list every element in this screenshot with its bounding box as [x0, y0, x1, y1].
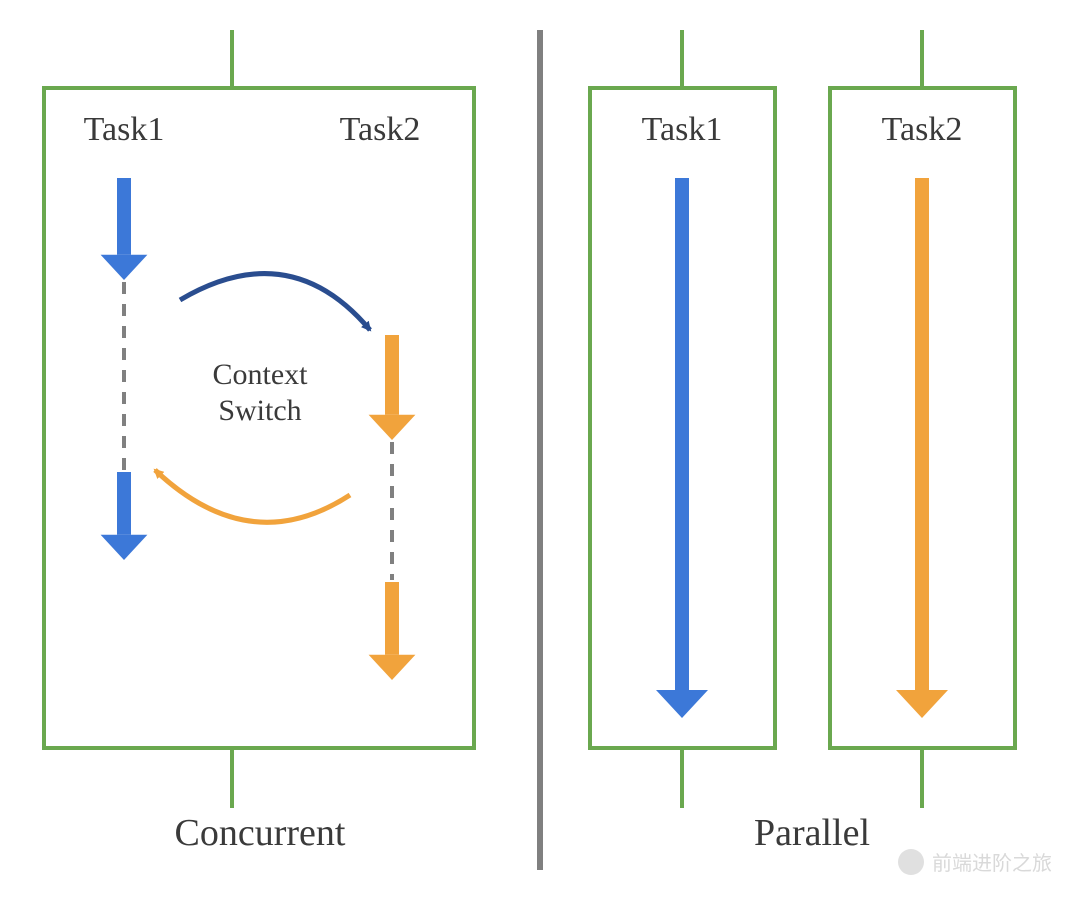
concurrent-vs-parallel-diagram: Task1 Task2 ContextSwitch Concurrent Task1 Ta…	[0, 0, 1080, 898]
context-switch-arrow-bottom	[155, 470, 350, 522]
watermark-text: 前端进阶之旅	[932, 847, 1052, 876]
wechat-icon	[898, 849, 924, 875]
task1-label-left: Task1	[84, 111, 165, 148]
concurrent-caption: Concurrent	[175, 812, 346, 854]
context-switch-label: Context	[213, 358, 309, 391]
task2-label-left: Task2	[340, 111, 421, 148]
watermark: 前端进阶之旅	[898, 847, 1052, 876]
svg-text:Switch: Switch	[218, 394, 301, 427]
task2-label-right: Task2	[882, 111, 963, 148]
context-switch-arrow-top	[180, 274, 370, 330]
parallel-caption: Parallel	[754, 812, 870, 854]
task1-label-right: Task1	[642, 111, 723, 148]
